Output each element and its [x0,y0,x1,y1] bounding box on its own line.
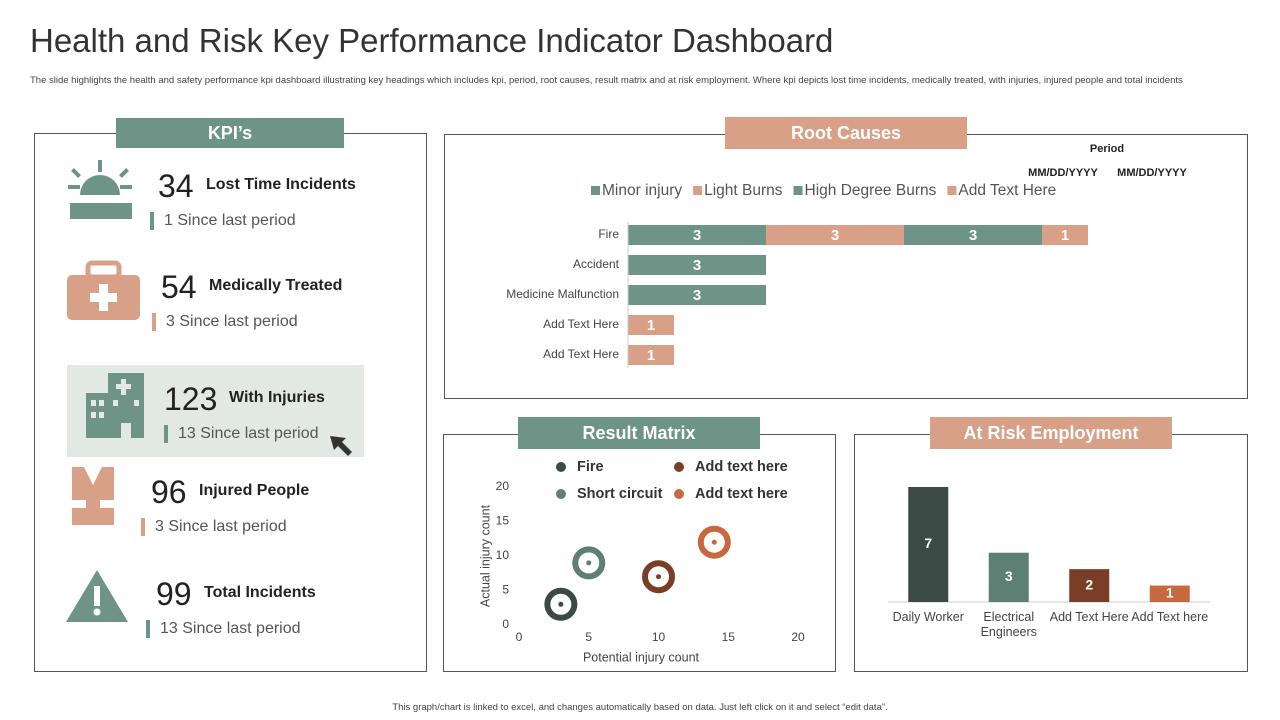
bar-segment [628,255,766,275]
point-center [711,539,717,545]
y-tick-label: 20 [496,479,510,493]
bar-segment [628,345,674,365]
bar [908,487,949,602]
kpi-label: Total Incidents [204,584,316,601]
x-tick-label: Daily Worker [892,610,964,624]
legend-swatch [591,186,600,195]
kpi-label: With Injuries [229,389,325,406]
legend-swatch [693,186,703,195]
bar-segment [628,285,766,305]
bar-segment [1042,225,1088,245]
icon-alarm [68,160,132,219]
value-label: 3 [693,257,701,274]
x-tick-label: 10 [652,630,666,644]
subtitle: The slide highlights the health and safe… [30,75,1183,86]
chart-title: At Risk Employment [930,417,1172,449]
bar [1149,585,1190,602]
kpi-value: 34 [158,168,194,204]
bar-segment [904,225,1042,245]
value-label: 3 [693,227,701,244]
kpi-value: 54 [161,269,197,305]
kpi-note: 3 Since last period [141,518,287,536]
value-label: 1 [1166,584,1174,600]
y-tick-label: Medicine Malfunction [506,287,619,301]
kpi-value: 123 [164,381,218,417]
legend-marker [674,462,684,472]
icon-firstaid [67,260,140,320]
bar [988,552,1029,602]
kpi-title: KPI’s [116,118,344,148]
value-label: 3 [831,227,839,244]
bar [1069,569,1110,602]
cursor [330,436,352,456]
legend-label: Add text here [695,486,788,502]
y-tick-label: Fire [598,227,619,241]
legend-label: Short circuit [577,486,663,502]
legend-label: Add text here [695,459,788,475]
point-center [586,560,592,566]
icon-hospital [86,373,144,438]
kpi-label: Injured People [199,482,310,499]
chart-title: Root Causes [725,117,967,149]
y-axis-label: Actual injury count [478,504,492,607]
x-axis-label: Potential injury count [583,650,700,664]
legend-marker [674,489,684,499]
kpi-label: Lost Time Incidents [206,176,356,193]
x-tick-label: Add Text here [1131,610,1209,624]
value-label: 1 [647,347,655,364]
value-label: 1 [1061,227,1069,244]
bar-segment [628,225,766,245]
value-label: 7 [924,535,932,551]
legend-label: Light Burns [704,182,783,199]
bar-segment [628,315,674,335]
point-center [558,601,564,607]
x-tick-label: Add Text Here [1049,610,1129,624]
footer: This graph/chart is linked to excel, and… [392,702,888,713]
x-tick-label: 15 [722,630,736,644]
y-tick-label: Add Text Here [543,347,619,361]
legend-label: Fire [577,459,604,475]
period-date: MM/DD/YYYY [1028,167,1098,179]
value-label: 3 [693,287,701,304]
x-tick-label: 0 [516,630,523,644]
value-label: 3 [969,227,977,244]
legend-swatch [793,186,803,195]
kpi-value: 99 [156,576,192,612]
legend-marker [556,462,566,472]
kpi-note: 1 Since last period [150,212,296,230]
y-tick-label: 15 [496,514,510,528]
y-tick-label: Accident [573,257,620,271]
kpi-label: Medically Treated [209,277,343,294]
value-label: 2 [1085,576,1093,592]
kpi-note: 13 Since last period [164,425,319,443]
legend-swatch [947,186,957,195]
legend-label: High Degree Burns [805,182,937,199]
y-tick-label: 0 [502,617,509,631]
legend-marker [556,489,566,499]
x-tick-label: 5 [585,630,592,644]
kpi-note: 3 Since last period [152,313,298,331]
y-tick-label: 10 [496,548,510,562]
legend-label: Add Text Here [958,182,1056,199]
legend-label: Minor injury [602,182,682,199]
period-label: Period [1090,143,1124,155]
icon-vest [70,467,116,525]
icon-warning [66,570,128,622]
x-tick-label: Electrical Engineers [980,610,1037,639]
x-tick-label: 20 [791,630,805,644]
period-date: MM/DD/YYYY [1117,167,1187,179]
point-center [656,574,661,580]
kpi-note: 13 Since last period [146,620,301,638]
kpi-value: 96 [151,474,187,510]
title: Health and Risk Key Performance Indicato… [30,22,834,59]
bar-segment [766,225,904,245]
y-tick-label: Add Text Here [543,317,619,331]
value-label: 1 [647,317,655,334]
value-label: 3 [1005,568,1013,584]
y-tick-label: 5 [502,583,509,597]
chart-title: Result Matrix [518,417,760,449]
